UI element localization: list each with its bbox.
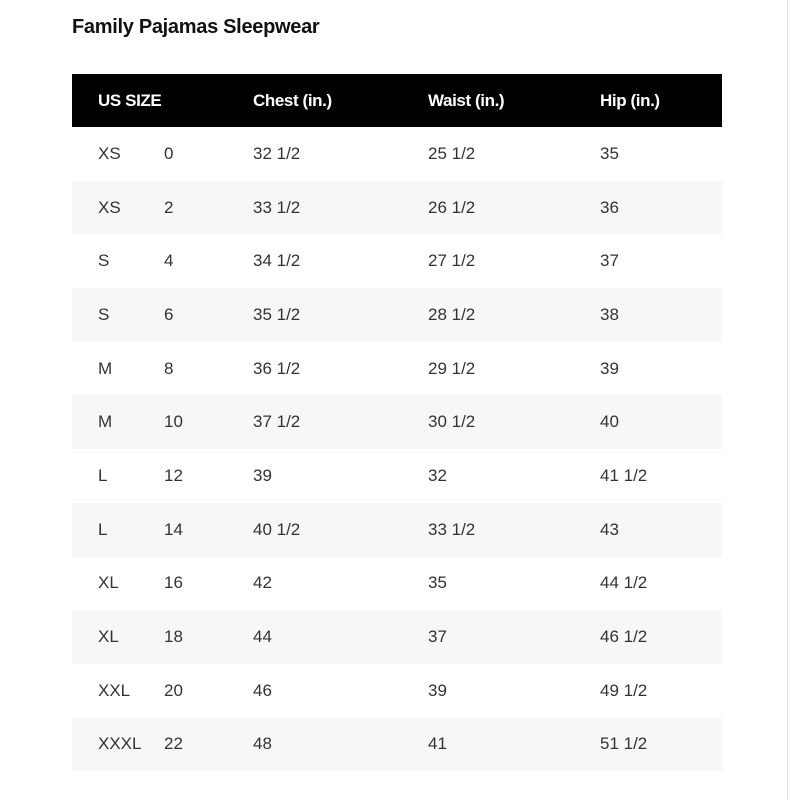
page-title: Family Pajamas Sleepwear xyxy=(72,16,320,38)
size-letter: XS xyxy=(98,143,121,163)
size-letter: XL xyxy=(98,573,119,593)
size-chart-table: US SIZE Chest (in.) Waist (in.) Hip (in.… xyxy=(72,74,722,772)
table-row: L 14 40 1/2 33 1/2 43 xyxy=(72,502,722,557)
waist-value: 30 1/2 xyxy=(428,412,476,432)
size-number: 10 xyxy=(164,412,183,432)
table-row: L 12 39 32 41 1/2 xyxy=(72,449,722,503)
waist-value: 25 1/2 xyxy=(428,143,476,163)
size-number: 20 xyxy=(164,680,183,700)
hip-value: 51 1/2 xyxy=(600,734,648,754)
chest-value: 48 xyxy=(253,734,272,754)
size-number: 2 xyxy=(164,197,174,217)
chest-value: 44 xyxy=(253,627,272,647)
size-number: 8 xyxy=(164,358,174,378)
size-number: 22 xyxy=(164,734,183,754)
chest-value: 34 1/2 xyxy=(253,251,301,271)
hip-value: 44 1/2 xyxy=(600,573,648,593)
hip-value: 41 1/2 xyxy=(600,465,648,485)
table-row: S 6 35 1/2 28 1/2 38 xyxy=(72,288,722,342)
size-number: 4 xyxy=(164,251,174,271)
waist-value: 26 1/2 xyxy=(428,197,476,217)
table-header: US SIZE Chest (in.) Waist (in.) Hip (in.… xyxy=(72,74,722,127)
size-number: 6 xyxy=(164,304,174,324)
chest-value: 39 xyxy=(253,465,272,485)
header-waist: Waist (in.) xyxy=(428,90,505,110)
table-row: XXL 20 46 39 49 1/2 xyxy=(72,664,722,718)
hip-value: 35 xyxy=(600,143,619,163)
chest-value: 37 1/2 xyxy=(253,412,301,432)
chest-value: 33 1/2 xyxy=(253,197,301,217)
hip-value: 36 xyxy=(600,197,619,217)
size-number: 14 xyxy=(164,519,183,539)
waist-value: 37 xyxy=(428,627,447,647)
chest-value: 40 1/2 xyxy=(253,519,301,539)
header-us-size: US SIZE xyxy=(98,90,162,110)
table-row: XL 16 42 35 44 1/2 xyxy=(72,557,722,611)
hip-value: 37 xyxy=(600,251,619,271)
waist-value: 33 1/2 xyxy=(428,519,476,539)
size-letter: M xyxy=(98,358,113,378)
hip-value: 38 xyxy=(600,304,619,324)
table-row: XXXL 22 48 41 51 1/2 xyxy=(72,717,722,772)
size-letter: XL xyxy=(98,627,119,647)
waist-value: 39 xyxy=(428,680,447,700)
size-letter: S xyxy=(98,304,110,324)
size-number: 12 xyxy=(164,465,183,485)
table-row: XS 2 33 1/2 26 1/2 36 xyxy=(72,180,722,235)
size-letter: XS xyxy=(98,197,121,217)
waist-value: 27 1/2 xyxy=(428,251,476,271)
table-row: M 10 37 1/2 30 1/2 40 xyxy=(72,395,722,450)
hip-value: 39 xyxy=(600,358,619,378)
header-chest: Chest (in.) xyxy=(253,90,332,110)
size-letter: L xyxy=(98,519,108,539)
page-edge-divider xyxy=(787,0,788,800)
table-row: M 8 36 1/2 29 1/2 39 xyxy=(72,342,722,396)
chest-value: 46 xyxy=(253,680,272,700)
size-number: 18 xyxy=(164,627,183,647)
chest-value: 42 xyxy=(253,573,272,593)
waist-value: 41 xyxy=(428,734,447,754)
chest-value: 32 1/2 xyxy=(253,143,301,163)
table-row: XL 18 44 37 46 1/2 xyxy=(72,610,722,664)
size-number: 16 xyxy=(164,573,183,593)
table-row: S 4 34 1/2 27 1/2 37 xyxy=(72,234,722,288)
waist-value: 28 1/2 xyxy=(428,304,476,324)
waist-value: 29 1/2 xyxy=(428,358,476,378)
chest-value: 35 1/2 xyxy=(253,304,301,324)
hip-value: 40 xyxy=(600,412,619,432)
size-letter: L xyxy=(98,465,108,485)
table-row: XS 0 32 1/2 25 1/2 35 xyxy=(72,127,722,181)
hip-value: 49 1/2 xyxy=(600,680,648,700)
chest-value: 36 1/2 xyxy=(253,358,301,378)
waist-value: 35 xyxy=(428,573,447,593)
size-letter: M xyxy=(98,412,113,432)
size-letter: XXL xyxy=(98,680,131,700)
hip-value: 46 1/2 xyxy=(600,627,648,647)
header-hip: Hip (in.) xyxy=(600,90,660,110)
size-number: 0 xyxy=(164,143,174,163)
hip-value: 43 xyxy=(600,519,619,539)
size-letter: XXXL xyxy=(98,734,142,754)
waist-value: 32 xyxy=(428,465,447,485)
size-letter: S xyxy=(98,251,110,271)
